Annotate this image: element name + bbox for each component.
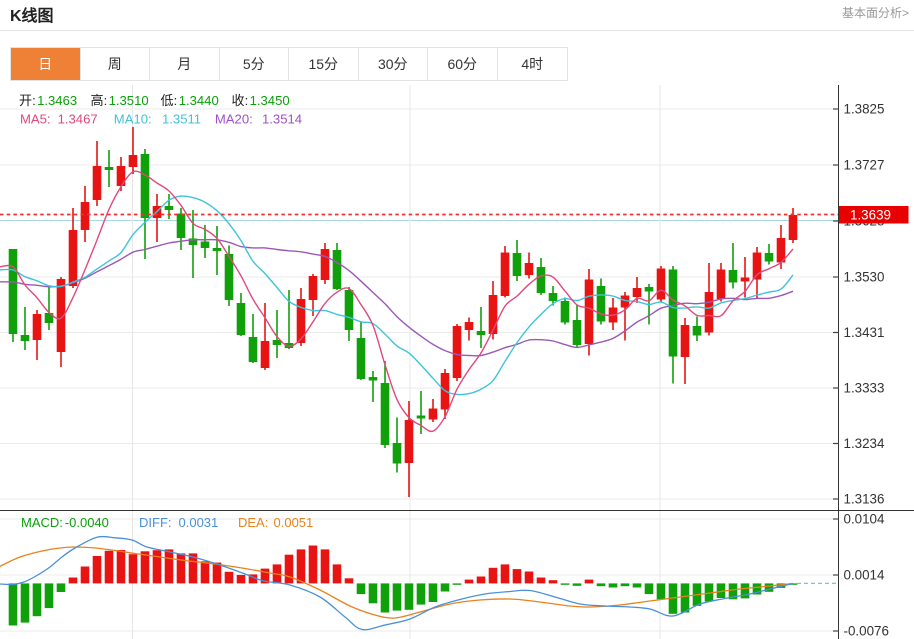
svg-text:1.3333: 1.3333 — [844, 381, 885, 396]
svg-text:1.3639: 1.3639 — [850, 208, 891, 223]
svg-text:1.3727: 1.3727 — [844, 158, 885, 173]
svg-text:-0.0076: -0.0076 — [844, 624, 889, 639]
svg-text:1.3431: 1.3431 — [844, 325, 885, 340]
svg-text:1.3530: 1.3530 — [844, 270, 885, 285]
svg-text:0.0104: 0.0104 — [844, 512, 886, 527]
svg-text:1.3136: 1.3136 — [844, 492, 885, 507]
svg-text:1.3825: 1.3825 — [844, 102, 885, 117]
svg-text:1.3234: 1.3234 — [844, 436, 886, 451]
svg-text:0.0014: 0.0014 — [844, 568, 886, 583]
